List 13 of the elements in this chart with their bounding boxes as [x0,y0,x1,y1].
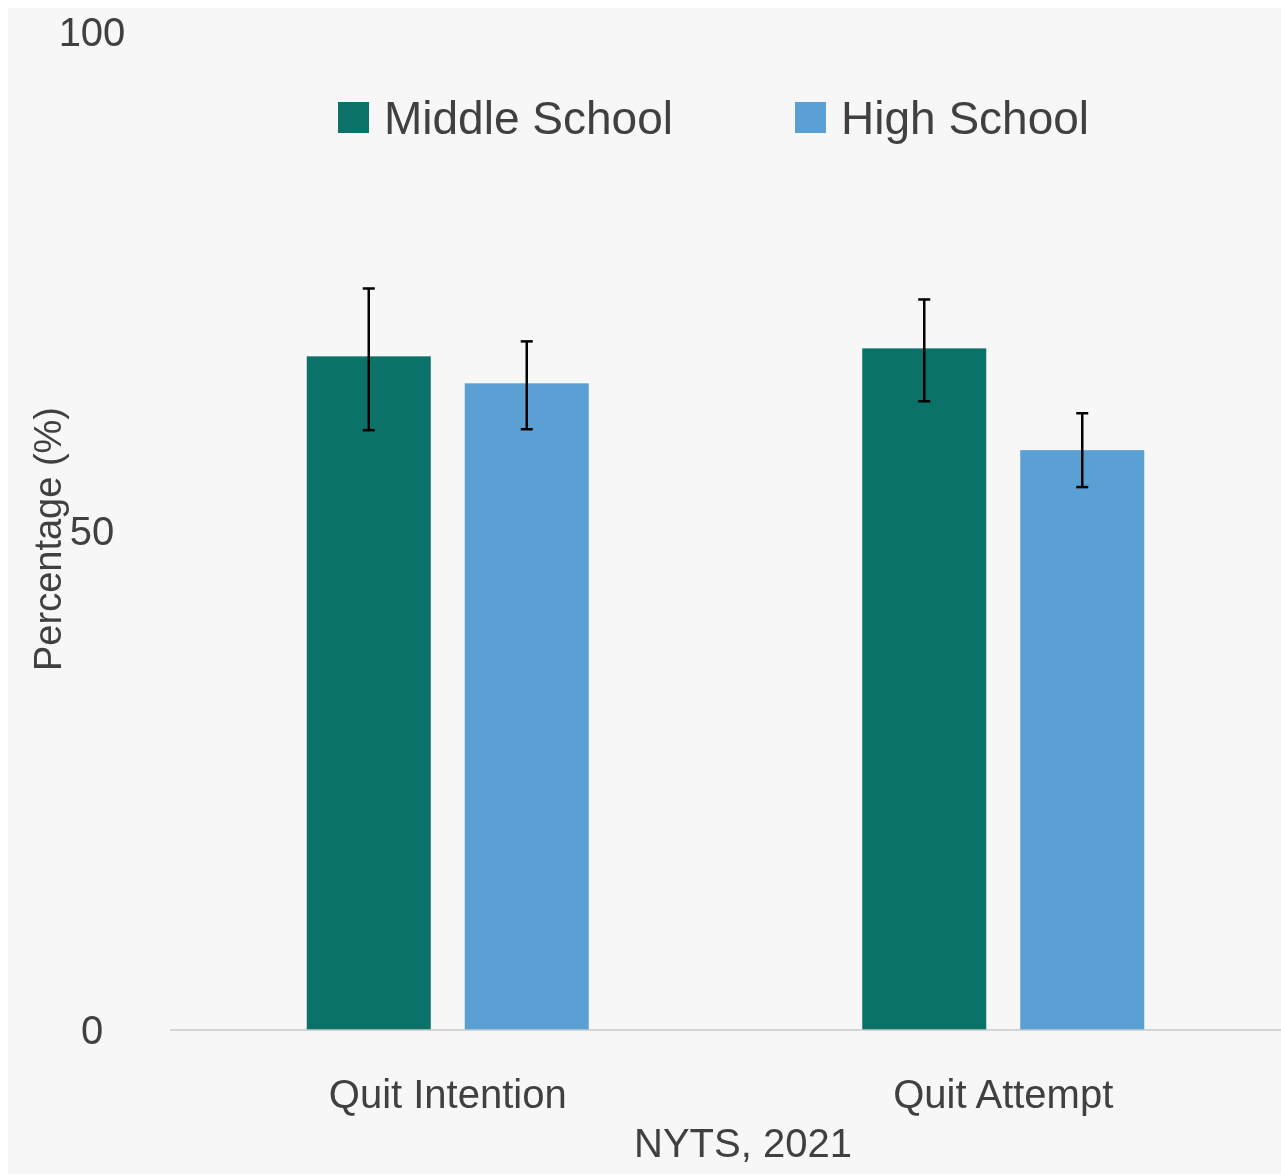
y-tick-label: 50 [69,509,115,553]
bar [464,383,589,1030]
x-tick-label: Quit Intention [328,1072,567,1116]
bar [306,356,431,1030]
legend-label: Middle School [384,92,673,145]
bar [1020,450,1145,1030]
bar [862,348,987,1030]
legend-label: High School [841,92,1090,145]
x-axis-title: NYTS, 2021 [634,1121,852,1165]
y-tick-label: 0 [80,1008,104,1052]
y-tick-label: 100 [58,10,126,54]
y-axis-title: Percentage (%) [27,406,70,672]
x-tick-label: Quit Attempt [893,1072,1114,1116]
